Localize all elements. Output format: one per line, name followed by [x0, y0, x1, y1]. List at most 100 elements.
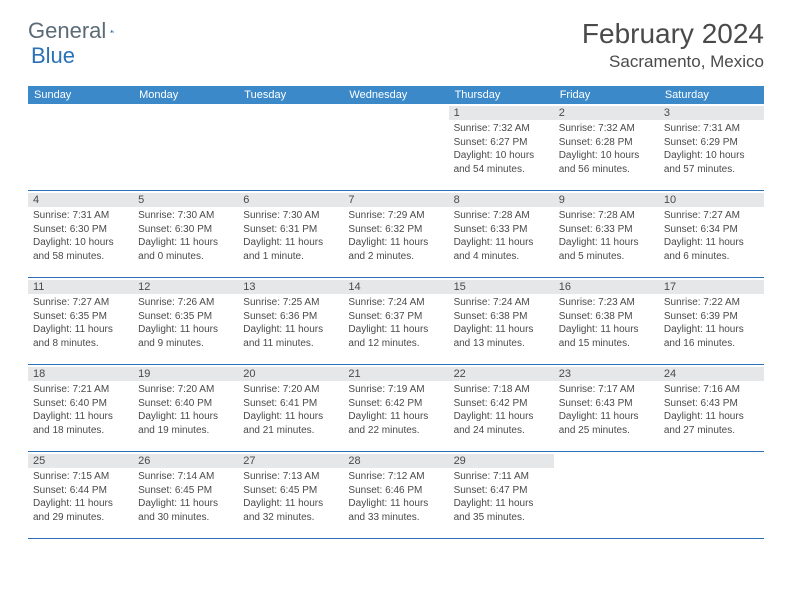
- daylight-line: and 57 minutes.: [664, 163, 759, 177]
- daylight-line: and 11 minutes.: [243, 337, 338, 351]
- daynum-band: 25: [28, 454, 133, 468]
- sunset-line: Sunset: 6:40 PM: [138, 397, 233, 411]
- daynum-band: 6: [238, 193, 343, 207]
- daynum-band: 23: [554, 367, 659, 381]
- daynum-band: 24: [659, 367, 764, 381]
- sunset-line: Sunset: 6:29 PM: [664, 136, 759, 150]
- day-cell: 7Sunrise: 7:29 AMSunset: 6:32 PMDaylight…: [343, 191, 448, 277]
- sunrise-line: Sunrise: 7:27 AM: [664, 209, 759, 223]
- sunrise-line: Sunrise: 7:17 AM: [559, 383, 654, 397]
- location-label: Sacramento, Mexico: [582, 52, 764, 72]
- sunset-line: Sunset: 6:30 PM: [138, 223, 233, 237]
- daylight-line: Daylight: 11 hours: [454, 410, 549, 424]
- sunrise-line: Sunrise: 7:26 AM: [138, 296, 233, 310]
- title-block: February 2024 Sacramento, Mexico: [582, 18, 764, 72]
- sunset-line: Sunset: 6:33 PM: [559, 223, 654, 237]
- sunset-line: Sunset: 6:28 PM: [559, 136, 654, 150]
- sunset-line: Sunset: 6:45 PM: [138, 484, 233, 498]
- day-cell: 13Sunrise: 7:25 AMSunset: 6:36 PMDayligh…: [238, 278, 343, 364]
- sunrise-line: Sunrise: 7:20 AM: [138, 383, 233, 397]
- sunrise-line: Sunrise: 7:19 AM: [348, 383, 443, 397]
- daynum-band: 5: [133, 193, 238, 207]
- day-number: 14: [348, 281, 443, 293]
- day-cell: 26Sunrise: 7:14 AMSunset: 6:45 PMDayligh…: [133, 452, 238, 538]
- daylight-line: Daylight: 10 hours: [454, 149, 549, 163]
- daynum-band: 18: [28, 367, 133, 381]
- day-number: 1: [454, 107, 549, 119]
- daylight-line: Daylight: 11 hours: [559, 410, 654, 424]
- day-number: 24: [664, 368, 759, 380]
- day-cell: 29Sunrise: 7:11 AMSunset: 6:47 PMDayligh…: [449, 452, 554, 538]
- sunrise-line: Sunrise: 7:24 AM: [454, 296, 549, 310]
- sunrise-line: Sunrise: 7:21 AM: [33, 383, 128, 397]
- day-cell-empty: [28, 104, 133, 190]
- daylight-line: Daylight: 11 hours: [33, 323, 128, 337]
- brand-text-2-wrap: Blue: [31, 43, 75, 69]
- day-cell: 19Sunrise: 7:20 AMSunset: 6:40 PMDayligh…: [133, 365, 238, 451]
- daylight-line: Daylight: 11 hours: [348, 323, 443, 337]
- sunset-line: Sunset: 6:34 PM: [664, 223, 759, 237]
- day-number: 2: [559, 107, 654, 119]
- daylight-line: Daylight: 11 hours: [559, 236, 654, 250]
- daylight-line: Daylight: 11 hours: [243, 236, 338, 250]
- brand-logo: General: [28, 18, 136, 44]
- daylight-line: Daylight: 11 hours: [348, 410, 443, 424]
- week-row: 18Sunrise: 7:21 AMSunset: 6:40 PMDayligh…: [28, 365, 764, 452]
- sunrise-line: Sunrise: 7:32 AM: [559, 122, 654, 136]
- page-header: General February 2024 Sacramento, Mexico: [28, 18, 764, 72]
- daynum-band: 9: [554, 193, 659, 207]
- day-number: 8: [454, 194, 549, 206]
- day-number: 10: [664, 194, 759, 206]
- day-number: 3: [664, 107, 759, 119]
- day-number: 25: [33, 455, 128, 467]
- day-cell: 20Sunrise: 7:20 AMSunset: 6:41 PMDayligh…: [238, 365, 343, 451]
- sunrise-line: Sunrise: 7:28 AM: [559, 209, 654, 223]
- daynum-band: 4: [28, 193, 133, 207]
- daynum-band: 21: [343, 367, 448, 381]
- sunset-line: Sunset: 6:38 PM: [559, 310, 654, 324]
- daylight-line: and 1 minute.: [243, 250, 338, 264]
- week-row: 11Sunrise: 7:27 AMSunset: 6:35 PMDayligh…: [28, 278, 764, 365]
- day-number: 29: [454, 455, 549, 467]
- day-cell: 21Sunrise: 7:19 AMSunset: 6:42 PMDayligh…: [343, 365, 448, 451]
- day-cell-empty: [659, 452, 764, 538]
- daylight-line: and 9 minutes.: [138, 337, 233, 351]
- daynum-band: 15: [449, 280, 554, 294]
- day-number: 26: [138, 455, 233, 467]
- daylight-line: and 27 minutes.: [664, 424, 759, 438]
- daynum-band: 11: [28, 280, 133, 294]
- day-cell: 5Sunrise: 7:30 AMSunset: 6:30 PMDaylight…: [133, 191, 238, 277]
- day-cell: 27Sunrise: 7:13 AMSunset: 6:45 PMDayligh…: [238, 452, 343, 538]
- weeks-container: 1Sunrise: 7:32 AMSunset: 6:27 PMDaylight…: [28, 104, 764, 539]
- daylight-line: and 19 minutes.: [138, 424, 233, 438]
- sunrise-line: Sunrise: 7:24 AM: [348, 296, 443, 310]
- day-cell: 1Sunrise: 7:32 AMSunset: 6:27 PMDaylight…: [449, 104, 554, 190]
- daylight-line: and 54 minutes.: [454, 163, 549, 177]
- day-cell: 11Sunrise: 7:27 AMSunset: 6:35 PMDayligh…: [28, 278, 133, 364]
- sunrise-line: Sunrise: 7:28 AM: [454, 209, 549, 223]
- day-cell: 15Sunrise: 7:24 AMSunset: 6:38 PMDayligh…: [449, 278, 554, 364]
- daynum-band: 2: [554, 106, 659, 120]
- sunrise-line: Sunrise: 7:30 AM: [138, 209, 233, 223]
- daylight-line: Daylight: 10 hours: [33, 236, 128, 250]
- day-number: 17: [664, 281, 759, 293]
- daylight-line: and 29 minutes.: [33, 511, 128, 525]
- daynum-band: 13: [238, 280, 343, 294]
- sunrise-line: Sunrise: 7:15 AM: [33, 470, 128, 484]
- daylight-line: and 0 minutes.: [138, 250, 233, 264]
- brand-text-2: Blue: [31, 43, 75, 68]
- day-number: 11: [33, 281, 128, 293]
- sunset-line: Sunset: 6:42 PM: [454, 397, 549, 411]
- daylight-line: and 58 minutes.: [33, 250, 128, 264]
- sunset-line: Sunset: 6:40 PM: [33, 397, 128, 411]
- daylight-line: and 30 minutes.: [138, 511, 233, 525]
- daylight-line: Daylight: 11 hours: [243, 323, 338, 337]
- day-cell: 12Sunrise: 7:26 AMSunset: 6:35 PMDayligh…: [133, 278, 238, 364]
- brand-text-1: General: [28, 18, 106, 44]
- day-number: 20: [243, 368, 338, 380]
- daylight-line: and 2 minutes.: [348, 250, 443, 264]
- sunset-line: Sunset: 6:35 PM: [138, 310, 233, 324]
- sunset-line: Sunset: 6:32 PM: [348, 223, 443, 237]
- sunrise-line: Sunrise: 7:31 AM: [664, 122, 759, 136]
- day-cell-empty: [554, 452, 659, 538]
